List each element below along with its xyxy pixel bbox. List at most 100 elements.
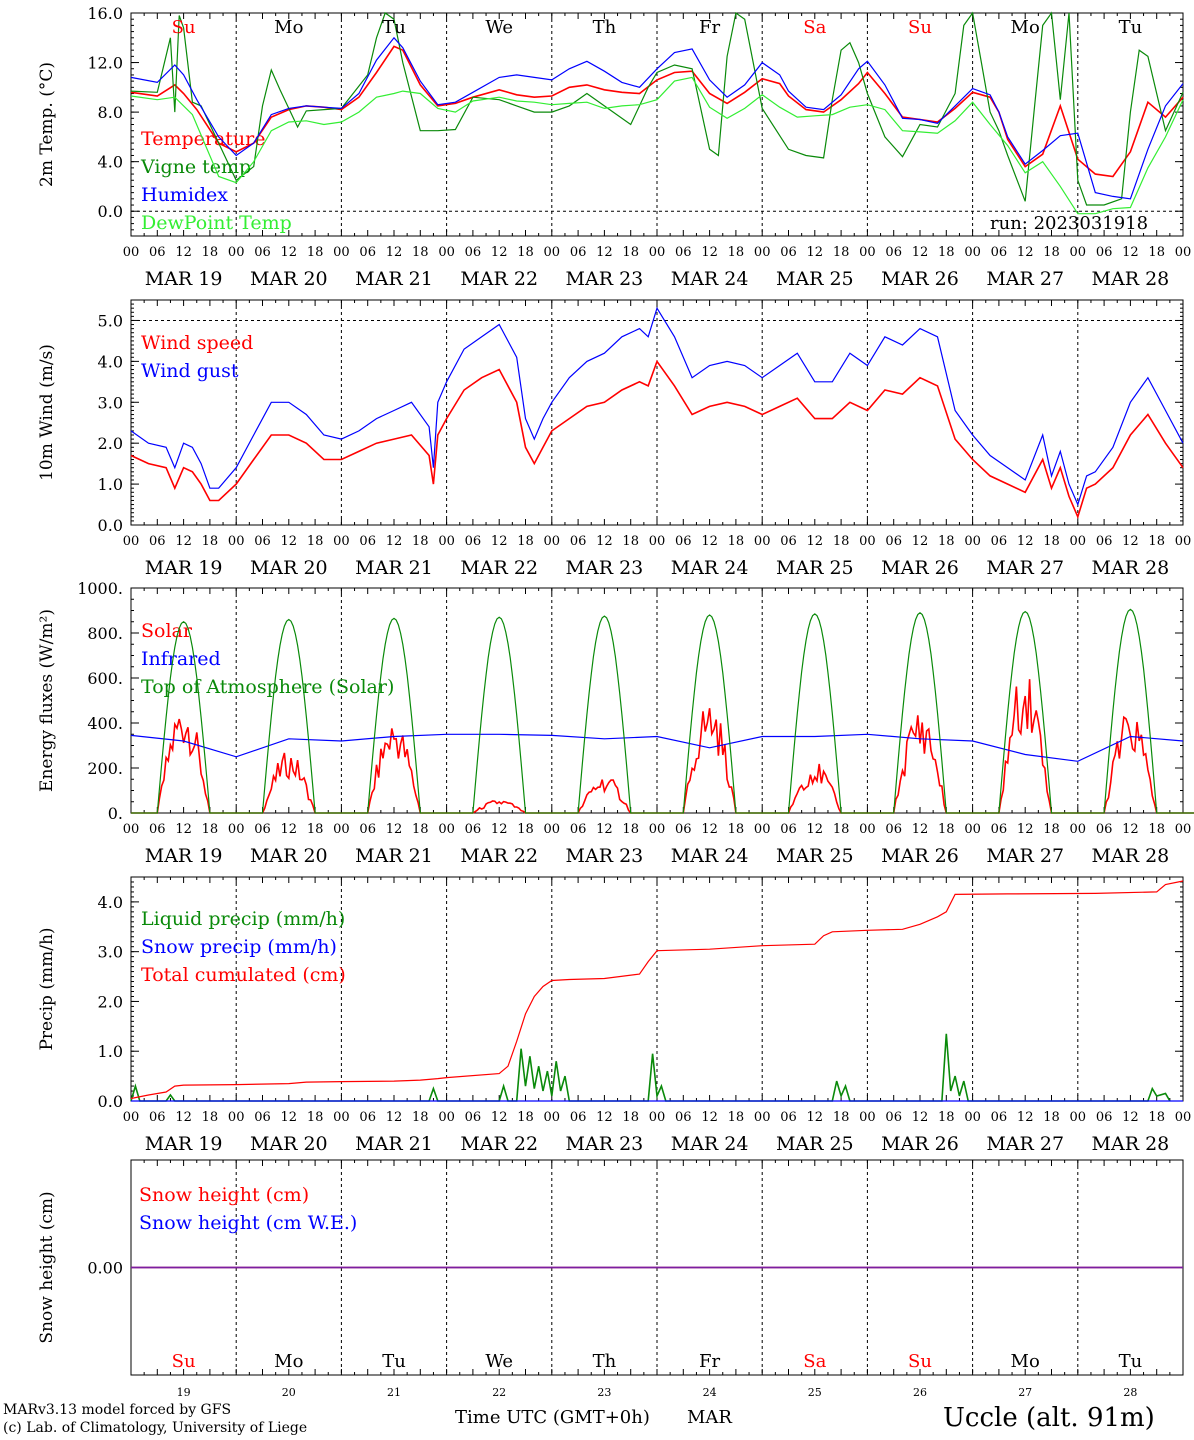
- hour-label: 00: [649, 822, 666, 837]
- hour-label: 06: [675, 1110, 692, 1125]
- y-tick-label: 5.0: [98, 311, 123, 330]
- date-label: MAR 22: [460, 845, 538, 867]
- date-label: MAR 22: [460, 557, 538, 579]
- date-label: MAR 23: [566, 845, 644, 867]
- hour-label: 18: [938, 534, 955, 549]
- hour-label: 00: [1175, 822, 1192, 837]
- model-credit: MARv3.13 model forced by GFS: [3, 1402, 232, 1418]
- hour-label: 18: [517, 245, 534, 260]
- hour-label: 06: [991, 534, 1008, 549]
- hour-label: 00: [859, 534, 876, 549]
- hour-label: 18: [412, 822, 429, 837]
- hour-label: 06: [149, 534, 166, 549]
- date-label: MAR 24: [671, 268, 749, 290]
- panel-snow: 0.00 Snow height (cm) Snow height (cm) Snow…: [37, 1159, 1184, 1399]
- hour-label: 18: [1148, 1110, 1165, 1125]
- hour-label: 06: [780, 1110, 797, 1125]
- weekday-label: Tu: [1119, 1351, 1143, 1372]
- hour-label: 18: [622, 534, 639, 549]
- hour-label: 18: [202, 822, 219, 837]
- date-label: MAR 20: [250, 845, 328, 867]
- hour-label: 06: [1096, 245, 1113, 260]
- hour-label: 06: [1096, 822, 1113, 837]
- y-tick-label: 0.00: [87, 1259, 123, 1278]
- legend-entry: Top of Atmosphere (Solar): [141, 676, 394, 698]
- hour-label: 00: [123, 822, 140, 837]
- y-tick-label: 600.: [87, 669, 123, 688]
- hour-label: 18: [517, 1110, 534, 1125]
- hour-label: 18: [728, 534, 745, 549]
- y-tick-label: 400.: [87, 714, 123, 733]
- hour-label: 18: [728, 1110, 745, 1125]
- panel-temp: 16.012.08.04.00.02m Temp. (°C) Temperatur…: [37, 4, 1191, 290]
- date-label: MAR 28: [1092, 268, 1170, 290]
- y-tick-label: 3.0: [98, 943, 123, 962]
- hour-label: 18: [1043, 534, 1060, 549]
- hour-label: 12: [491, 245, 508, 260]
- hour-label: 12: [386, 534, 403, 549]
- hour-label: 18: [833, 1110, 850, 1125]
- hour-label: 00: [438, 534, 455, 549]
- date-label: MAR 28: [1092, 1133, 1170, 1155]
- legend-entry: Total cumulated (cm): [141, 964, 346, 986]
- hour-label: 06: [465, 822, 482, 837]
- hour-label: 06: [675, 245, 692, 260]
- date-label: MAR 22: [460, 268, 538, 290]
- panel-precip: 4.0 3.0 2.0 1.0 0.0 Precip (mm/h) Liquid preci…: [37, 876, 1191, 1155]
- weekday-label: We: [485, 17, 513, 38]
- hour-label: 12: [1122, 822, 1139, 837]
- hour-label: 18: [938, 245, 955, 260]
- hour-label: 12: [596, 822, 613, 837]
- hour-label: 12: [491, 1110, 508, 1125]
- hour-label: 18: [1043, 1110, 1060, 1125]
- hour-label: 06: [254, 534, 271, 549]
- series-line: [130, 76, 1184, 215]
- series-line: [130, 359, 1184, 520]
- hour-label: 00: [228, 822, 245, 837]
- run-annotation: run: 2023031918: [990, 213, 1148, 234]
- hour-label: 18: [1148, 245, 1165, 260]
- hour-label: 18: [622, 245, 639, 260]
- hour-label: 12: [596, 1110, 613, 1125]
- month-label: MAR: [687, 1407, 732, 1428]
- hour-label: 12: [281, 534, 298, 549]
- hour-label: 00: [333, 1110, 350, 1125]
- hour-label: 06: [675, 534, 692, 549]
- hour-label: 00: [228, 534, 245, 549]
- hour-label: 00: [964, 534, 981, 549]
- hour-label: 00: [544, 534, 561, 549]
- time-axis-title: Time UTC (GMT+0h): [455, 1407, 650, 1428]
- hour-label: 00: [859, 1110, 876, 1125]
- series-line: [130, 11, 1184, 206]
- date-label: MAR 23: [566, 557, 644, 579]
- legend-entry: Snow height (cm W.E.): [139, 1212, 357, 1234]
- y-tick-label: 16.0: [87, 4, 123, 23]
- day-number: 20: [282, 1386, 296, 1399]
- hour-label: 00: [964, 245, 981, 260]
- hour-label: 06: [570, 822, 587, 837]
- legend-entry: Snow precip (mm/h): [141, 936, 337, 958]
- hour-label: 12: [807, 1110, 824, 1125]
- hour-label: 12: [491, 822, 508, 837]
- y-tick-label: 4.0: [98, 352, 123, 371]
- hour-label: 12: [807, 534, 824, 549]
- lab-credit: (c) Lab. of Climatology, University of L…: [3, 1420, 308, 1436]
- weekday-label: Su: [172, 17, 196, 38]
- hour-label: 06: [780, 245, 797, 260]
- date-label: MAR 22: [460, 1133, 538, 1155]
- y-axis-label: 2m Temp. (°C): [37, 62, 57, 187]
- hour-label: 00: [964, 1110, 981, 1125]
- hour-label: 12: [281, 245, 298, 260]
- hour-label: 06: [570, 1110, 587, 1125]
- day-number: 26: [913, 1386, 927, 1399]
- weekday-label: Fr: [699, 1351, 720, 1372]
- hour-label: 18: [517, 822, 534, 837]
- hour-label: 00: [859, 245, 876, 260]
- weekday-label: Mo: [274, 1351, 303, 1372]
- series-line: [131, 679, 1194, 814]
- hour-label: 06: [991, 1110, 1008, 1125]
- station-label: Uccle (alt. 91m): [943, 1403, 1155, 1433]
- hour-label: 12: [807, 822, 824, 837]
- hour-label: 00: [1175, 245, 1192, 260]
- weekday-label: Tu: [382, 1351, 406, 1372]
